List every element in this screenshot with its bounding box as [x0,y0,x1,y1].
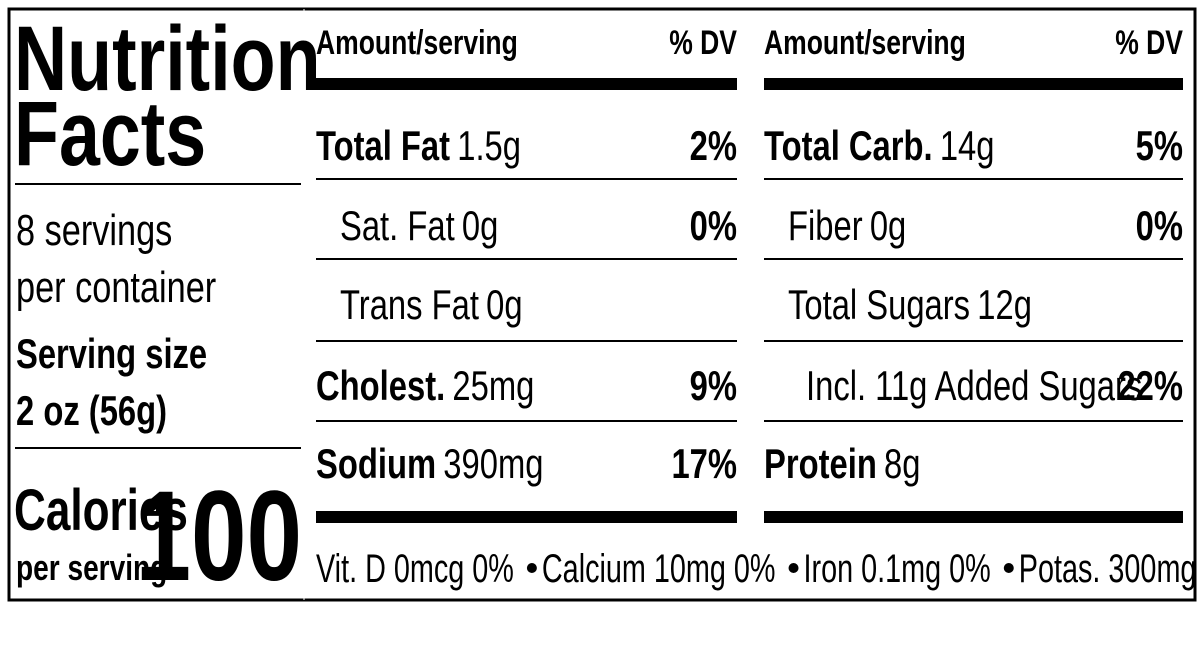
footer-item-part: Calcium 10mg 0% [542,546,776,591]
title: Nutrition [14,7,321,110]
nutrient-part: Protein [764,440,877,487]
header-amount: Amount/serving [316,24,518,62]
nutrient: Total Carb. 14g [764,122,994,169]
bullet [1003,563,1014,573]
header-dv-part: % DV [669,24,737,62]
footer-item-part: Potas. 300mg 6% [1019,546,1204,591]
percent-dv-part: 17% [671,440,737,487]
percent-dv-part: 2% [690,122,737,169]
percent-dv: 9% [690,362,737,409]
nutrient-part: 12g [977,281,1032,328]
percent-dv-part: 0% [690,202,737,249]
title-part: Nutrition [14,7,321,110]
thick-bar [316,511,737,523]
nutrient: Total Sugars 12g [788,281,1032,328]
percent-dv: 17% [671,440,737,487]
nutrient-part: Fiber [788,202,863,249]
nutrient-part: Cholest. [316,362,445,409]
nutrient-part: 0g [486,281,522,328]
nutrient: Trans Fat 0g [340,281,523,328]
serving-size-label: Serving size [16,330,207,377]
thick-bar [316,78,737,90]
percent-dv: 0% [690,202,737,249]
calories-value-part: 100 [135,465,302,608]
nutrient-part: Sat. Fat [340,202,455,249]
header-amount-part: Amount/serving [764,24,966,62]
nutrient-part: Total Sugars [788,281,970,328]
percent-dv: 0% [1136,202,1183,249]
servings-part: 8 servings [16,206,172,255]
header-dv-part: % DV [1115,24,1183,62]
percent-dv-part: 0% [1136,202,1183,249]
nutrient-part: Trans Fat [340,281,479,328]
footer-item-part: Iron 0.1mg 0% [804,546,991,591]
header-amount: Amount/serving [764,24,966,62]
thick-bar [764,511,1183,523]
nutrient: Fiber 0g [788,202,906,249]
nutrient: Cholest. 25mg [316,362,534,409]
percent-dv: 5% [1136,122,1183,169]
percent-dv-part: 22% [1117,362,1183,409]
serving-size-label-part: Serving size [16,330,207,377]
calories-label-part: Calories [14,477,188,542]
header-dv: % DV [1115,24,1183,62]
nutrient: Total Fat 1.5g [316,122,521,169]
nutrient-part: Incl. 11g Added Sugars [806,362,1142,409]
footer-item: Iron 0.1mg 0% [804,546,991,591]
percent-dv-part: 5% [1136,122,1183,169]
serving-size-value-part: 2 oz (56g) [16,387,167,434]
nutrient-part: 8g [884,440,920,487]
footer-item: Potas. 300mg 6% [1019,546,1204,591]
bullet [526,563,537,573]
servings: 8 servings [16,206,172,255]
servings-part: per container [16,263,216,312]
serving-size-value: 2 oz (56g) [16,387,167,434]
nutrient-part: Total Fat [316,122,450,169]
bullet [788,563,799,573]
footer-item-part: Vit. D 0mcg 0% [316,546,514,591]
nutrient: Sodium 390mg [316,440,543,487]
nutrient-part: 25mg [452,362,534,409]
border [7,7,1197,602]
calories-sublabel: per serving [16,548,167,588]
nutrient-part: 390mg [443,440,543,487]
nutrient-part: 0g [870,202,906,249]
percent-dv-part: 9% [690,362,737,409]
calories-label: Calories [14,477,188,542]
nutrient-part: 0g [462,202,498,249]
calories-sublabel-part: per serving [16,548,167,588]
nutrient-part: 14g [940,122,995,169]
servings: per container [16,263,216,312]
nutrient-part: Total Carb. [764,122,933,169]
nutrient: Incl. 11g Added Sugars [806,362,1142,409]
nutrient-part: 1.5g [457,122,521,169]
thick-bar [764,78,1183,90]
nutrient-part: Sodium [316,440,436,487]
header-dv: % DV [669,24,737,62]
footer-item: Vit. D 0mcg 0% [316,546,514,591]
percent-dv: 2% [690,122,737,169]
title: Facts [14,82,206,185]
title-part: Facts [14,82,206,185]
calories-value: 100 [135,465,302,608]
header-amount-part: Amount/serving [316,24,518,62]
nutrient: Protein 8g [764,440,920,487]
nutrient: Sat. Fat 0g [340,202,498,249]
footer-item: Calcium 10mg 0% [542,546,776,591]
percent-dv: 22% [1117,362,1183,409]
